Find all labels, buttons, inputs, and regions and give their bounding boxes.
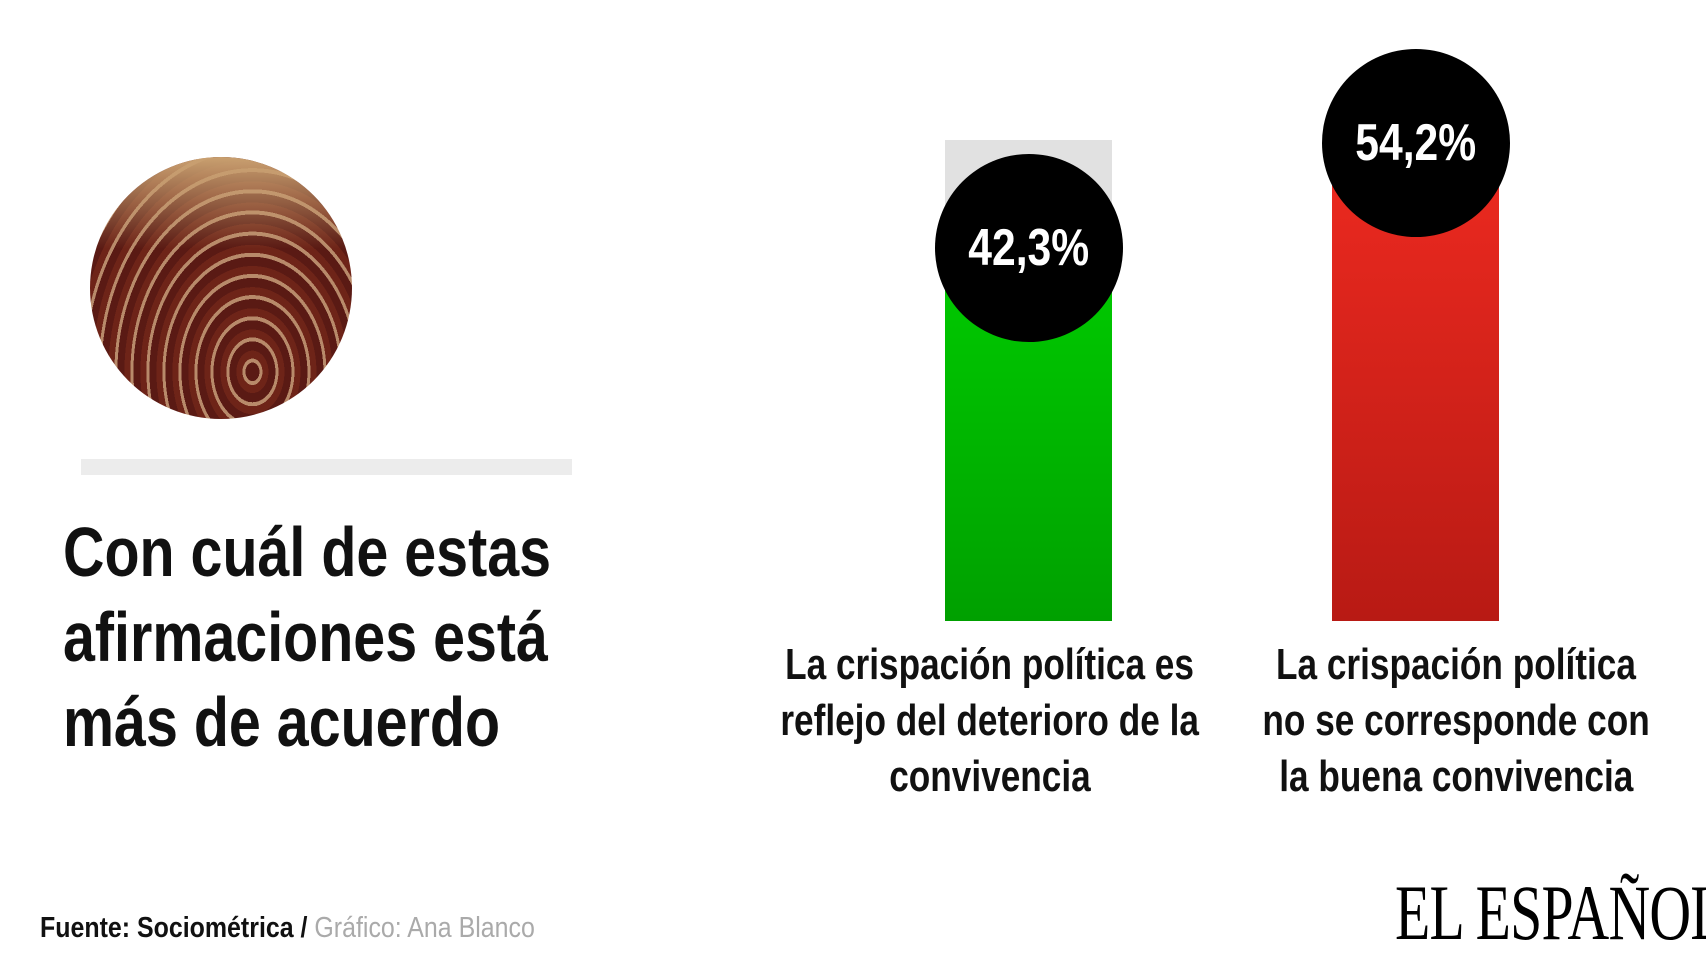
value-bubble: 54,2% <box>1321 49 1510 237</box>
data-label: 42,3% <box>968 218 1089 277</box>
category-label: La crispación política no se corresponde … <box>1176 637 1706 805</box>
category-label-line: no se corresponde con <box>1262 696 1650 745</box>
title-line: Con cuál de estas <box>63 513 552 591</box>
category-label: La crispación política es reflejo del det… <box>710 637 1270 805</box>
footer: Fuente: Sociométrica / Gráfico: Ana Blan… <box>40 912 535 945</box>
credit-text: Gráfico: Ana Blanco <box>314 912 535 944</box>
divider <box>81 459 572 475</box>
category-label-line: reflejo del deterioro de la <box>780 696 1200 745</box>
category-label-line: convivencia <box>889 752 1091 801</box>
chart-title: Con cuál de estas afirmaciones está más … <box>63 510 571 765</box>
separator: / <box>293 912 315 944</box>
category-label-line: la buena convivencia <box>1278 752 1634 801</box>
title-line: más de acuerdo <box>63 683 501 761</box>
source-text: Fuente: Sociométrica <box>40 912 294 944</box>
value-bubble: 42,3% <box>934 153 1123 342</box>
title-line: afirmaciones está <box>63 598 548 676</box>
data-label: 54,2% <box>1355 114 1476 172</box>
el-espanol-logo: EL ESPAÑOL <box>1395 869 1706 956</box>
parliament-photo <box>90 157 352 419</box>
category-label-line: La crispación política <box>1276 640 1636 689</box>
category-label-line: La crispación política es <box>785 640 1195 689</box>
